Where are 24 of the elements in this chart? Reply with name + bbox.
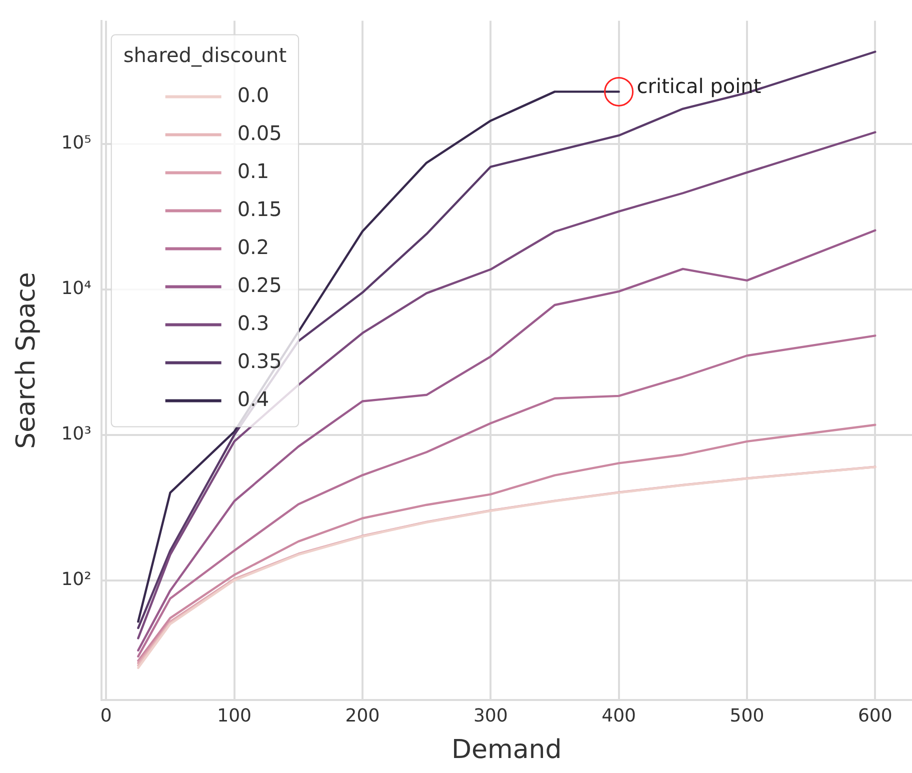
- legend-label: 0.15: [237, 197, 282, 222]
- x-axis-title: Demand: [452, 735, 562, 766]
- x-tick-label: 600: [858, 706, 892, 727]
- y-axis-title: Search Space: [11, 272, 42, 449]
- legend-label: 0.35: [237, 349, 282, 374]
- x-tick-label: 100: [217, 706, 252, 727]
- x-tick-label: 300: [473, 706, 508, 727]
- legend-label: 0.4: [237, 387, 270, 412]
- legend-label: 0.1: [237, 159, 270, 184]
- y-tick-label: 10²: [61, 568, 92, 590]
- y-tick-label: 10³: [61, 423, 92, 444]
- legend-label: 0.0: [237, 83, 270, 108]
- y-tick-label: 10⁵: [61, 132, 92, 154]
- legend-title: shared_discount: [123, 43, 287, 68]
- x-tick-label: 500: [730, 706, 764, 727]
- annotation: critical point: [636, 74, 762, 98]
- legend-label: 0.25: [237, 273, 282, 298]
- y-tick-label: 10⁴: [61, 278, 92, 299]
- legend-label: 0.3: [237, 311, 270, 336]
- legend-label: 0.05: [237, 121, 282, 146]
- x-tick-label: 0: [100, 706, 112, 727]
- x-tick-label: 400: [602, 706, 636, 727]
- legend-label: 0.2: [237, 235, 270, 260]
- x-tick-label: 200: [345, 706, 380, 727]
